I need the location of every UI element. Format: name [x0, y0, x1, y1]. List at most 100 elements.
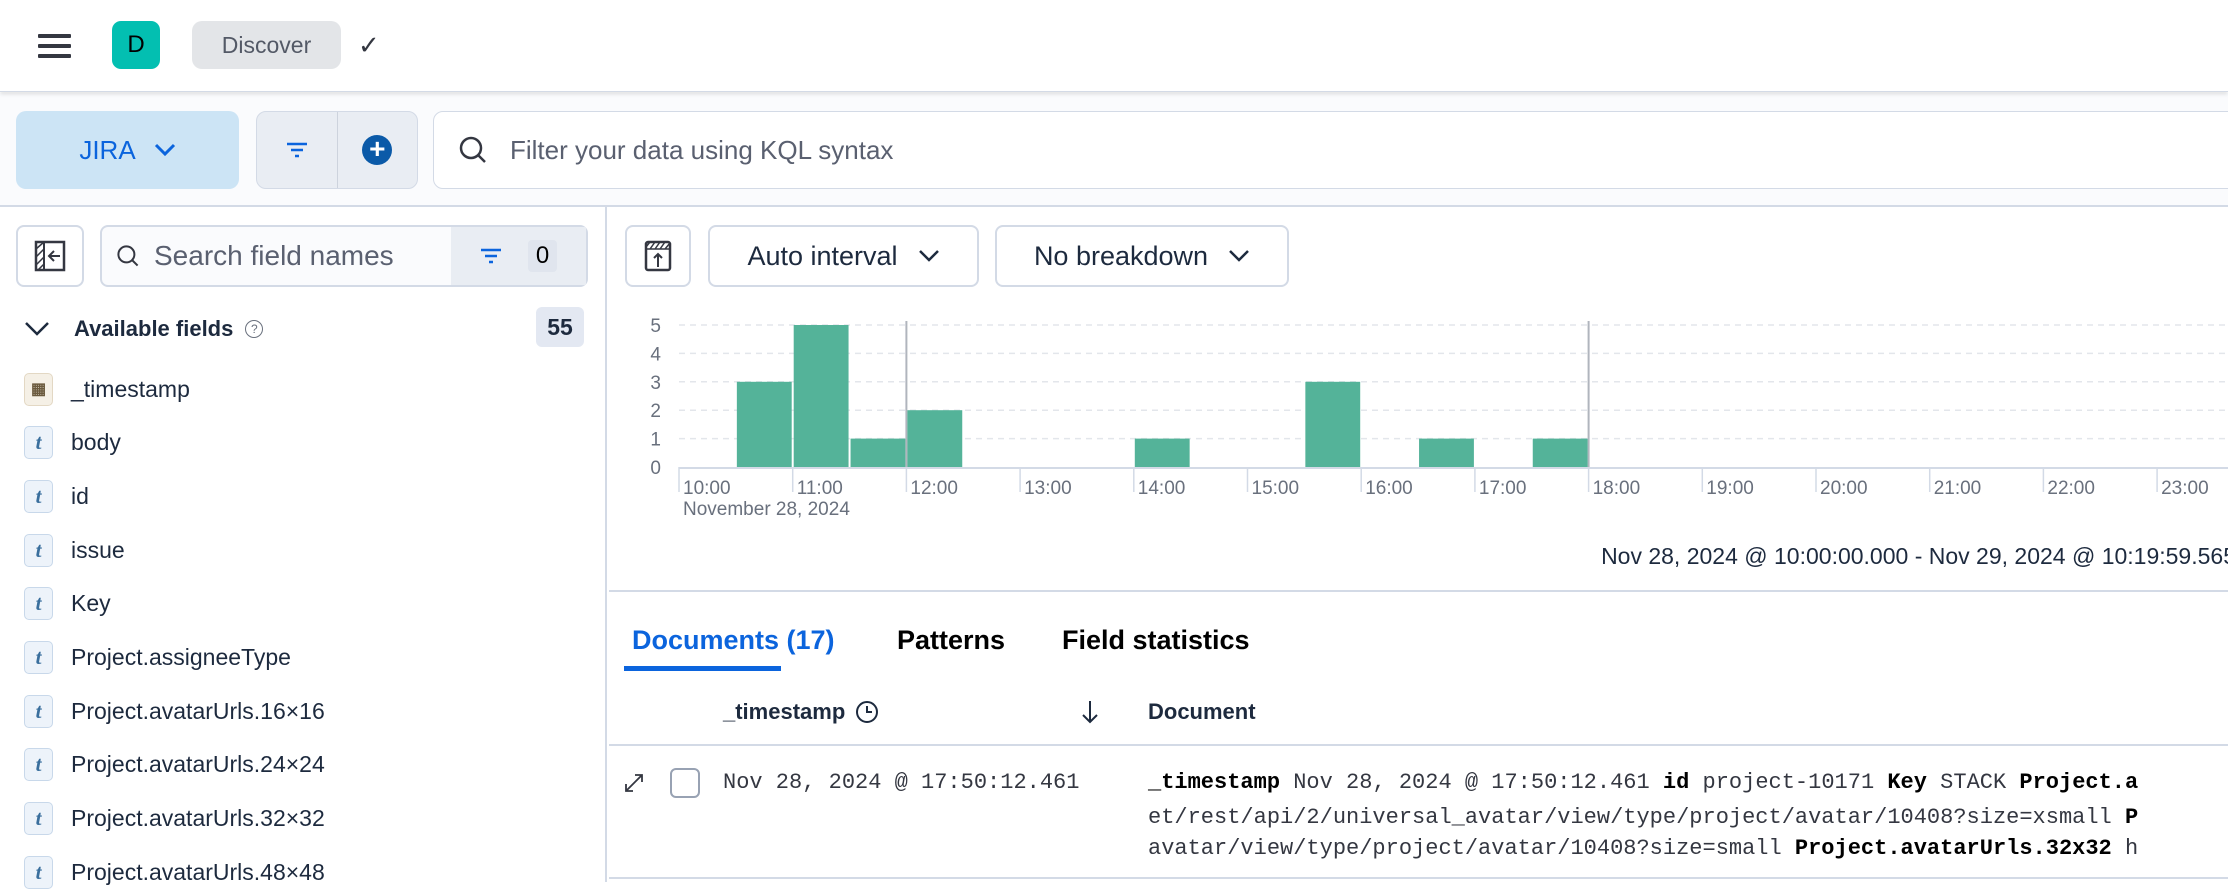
query-bar: JIRA + Filter your data using KQL syntax [0, 93, 2228, 207]
top-header: D Discover ✓ [0, 0, 2228, 92]
field-name: body [71, 429, 121, 456]
check-icon: ✓ [358, 30, 380, 60]
row-document-line: _timestamp Nov 28, 2024 @ 17:50:12.461 i… [1148, 770, 2139, 795]
text-type-icon: t [24, 694, 53, 728]
help-icon: ? [245, 320, 264, 338]
histogram-bar [1134, 438, 1190, 467]
field-search-placeholder: Search field names [154, 240, 394, 271]
histogram-bar [1419, 438, 1474, 467]
text-type-icon: t [24, 533, 53, 567]
row-document-line: et/rest/api/2/universal_avatar/view/type… [1148, 805, 2139, 830]
field-name: Key [71, 590, 111, 617]
field-item[interactable]: t Project.avatarUrls.16×16 [24, 691, 584, 731]
x-tick-label: 13:00 [1024, 478, 1072, 499]
y-tick-label: 4 [650, 344, 661, 365]
chevron-down-icon [154, 143, 175, 157]
available-fields-toggle[interactable]: Available fields ? 55 [24, 307, 584, 351]
filter-menu-button[interactable] [257, 112, 338, 188]
x-tick-label: 11:00 [797, 478, 843, 499]
field-item[interactable]: t issue [24, 530, 584, 570]
field-name: Project.avatarUrls.24×24 [71, 751, 325, 778]
kql-search-input[interactable]: Filter your data using KQL syntax [433, 111, 2228, 189]
y-tick-label: 5 [650, 316, 661, 337]
x-tick-label: 14:00 [1138, 478, 1186, 499]
sort-descending-icon[interactable] [1081, 699, 1099, 725]
y-tick-label: 3 [650, 373, 661, 394]
tab-documents[interactable]: Documents (17) [632, 625, 835, 655]
histogram-bar [736, 381, 792, 467]
chevron-down-icon [25, 322, 49, 336]
histogram-bar [907, 410, 963, 467]
x-tick-label: 19:00 [1706, 478, 1754, 499]
field-item[interactable]: t Project.assigneeType [24, 638, 584, 678]
field-search: Search field names 0 [100, 225, 588, 287]
histogram-bar [1305, 381, 1361, 467]
plus-icon: + [362, 135, 393, 165]
field-item[interactable]: t body [24, 423, 584, 463]
x-tick-label: 23:00 [2161, 478, 2209, 499]
time-range-text: Nov 28, 2024 @ 10:00:00.000 - Nov 29, 20… [1601, 543, 2228, 569]
data-view-label: JIRA [79, 134, 136, 165]
data-view-selector[interactable]: JIRA [16, 111, 239, 189]
column-header-timestamp[interactable]: _timestamp [723, 699, 879, 725]
x-tick-label: 20:00 [1820, 478, 1868, 499]
text-type-icon: t [24, 587, 53, 621]
tab-field-statistics[interactable]: Field statistics [1062, 625, 1250, 655]
field-item[interactable]: t Project.avatarUrls.24×24 [24, 745, 584, 785]
sidebar-collapse-icon [34, 240, 66, 272]
add-filter-button[interactable]: + [338, 112, 418, 188]
expand-row-icon[interactable] [623, 772, 645, 794]
filter-group: + [256, 111, 418, 189]
row-select-checkbox[interactable] [670, 768, 700, 798]
filter-icon [286, 142, 307, 158]
text-type-icon: t [24, 641, 53, 674]
field-item[interactable]: t Project.avatarUrls.48×48 [24, 852, 584, 892]
kql-placeholder: Filter your data using KQL syntax [510, 134, 894, 165]
search-icon [117, 245, 139, 267]
breadcrumb-discover[interactable]: Discover [192, 21, 341, 69]
chart-options-button[interactable] [625, 225, 691, 287]
field-name: _timestamp [71, 375, 190, 402]
interval-label: Auto interval [747, 240, 898, 271]
field-name: issue [71, 536, 125, 563]
field-name: Project.avatarUrls.16×16 [71, 697, 325, 724]
field-name: Project.avatarUrls.48×48 [71, 858, 325, 885]
field-name: Project.assigneeType [71, 644, 291, 670]
text-type-icon: t [24, 748, 53, 782]
chevron-down-icon [918, 250, 939, 262]
main-panel: Auto interval No breakdown 0 1 2 3 4 5 10:00 11… [609, 207, 2228, 882]
menu-icon[interactable] [38, 34, 71, 58]
field-search-input[interactable]: Search field names [102, 240, 451, 272]
divider [609, 877, 2228, 879]
filter-icon [480, 248, 501, 264]
x-tick-label: 22:00 [2047, 478, 2095, 499]
y-tick-label: 0 [650, 458, 661, 479]
row-timestamp: Nov 28, 2024 @ 17:50:12.461 [723, 770, 1080, 795]
breakdown-select[interactable]: No breakdown [995, 225, 1289, 287]
field-type-filter-button[interactable]: 0 [451, 227, 586, 285]
breakdown-label: No breakdown [1033, 240, 1209, 271]
field-sidebar: Search field names 0 Available fields ? … [0, 207, 607, 889]
text-type-icon: t [24, 479, 53, 513]
field-item[interactable]: t id [24, 476, 584, 516]
text-type-icon: t [24, 426, 53, 460]
text-type-icon: t [24, 855, 53, 889]
field-item[interactable]: ▦ _timestamp [24, 369, 584, 409]
tab-patterns[interactable]: Patterns [897, 625, 1006, 655]
collapse-sidebar-button[interactable] [16, 225, 84, 287]
active-tab-indicator [624, 666, 781, 671]
divider [609, 744, 2228, 746]
x-tick-label: 21:00 [1934, 478, 1982, 499]
space-avatar[interactable]: D [112, 21, 160, 69]
interval-select[interactable]: Auto interval [708, 225, 979, 287]
column-timestamp-label: _timestamp [723, 699, 846, 724]
field-item[interactable]: t Project.avatarUrls.32×32 [24, 799, 584, 839]
field-item[interactable]: t Key [24, 584, 584, 624]
row-document-line: avatar/view/type/project/avatar/10408?si… [1148, 836, 2139, 861]
chart-toggle-icon [644, 240, 672, 272]
x-tick-label: 18:00 [1593, 478, 1641, 499]
histogram-chart[interactable]: 0 1 2 3 4 5 10:00 11:00 12:00 13:00 14:00 15:00 16:0… [609, 307, 2228, 527]
field-name: Project.avatarUrls.32×32 [71, 805, 325, 832]
calendar-icon: ▦ [24, 372, 53, 406]
column-header-document[interactable]: Document [1148, 699, 1256, 724]
